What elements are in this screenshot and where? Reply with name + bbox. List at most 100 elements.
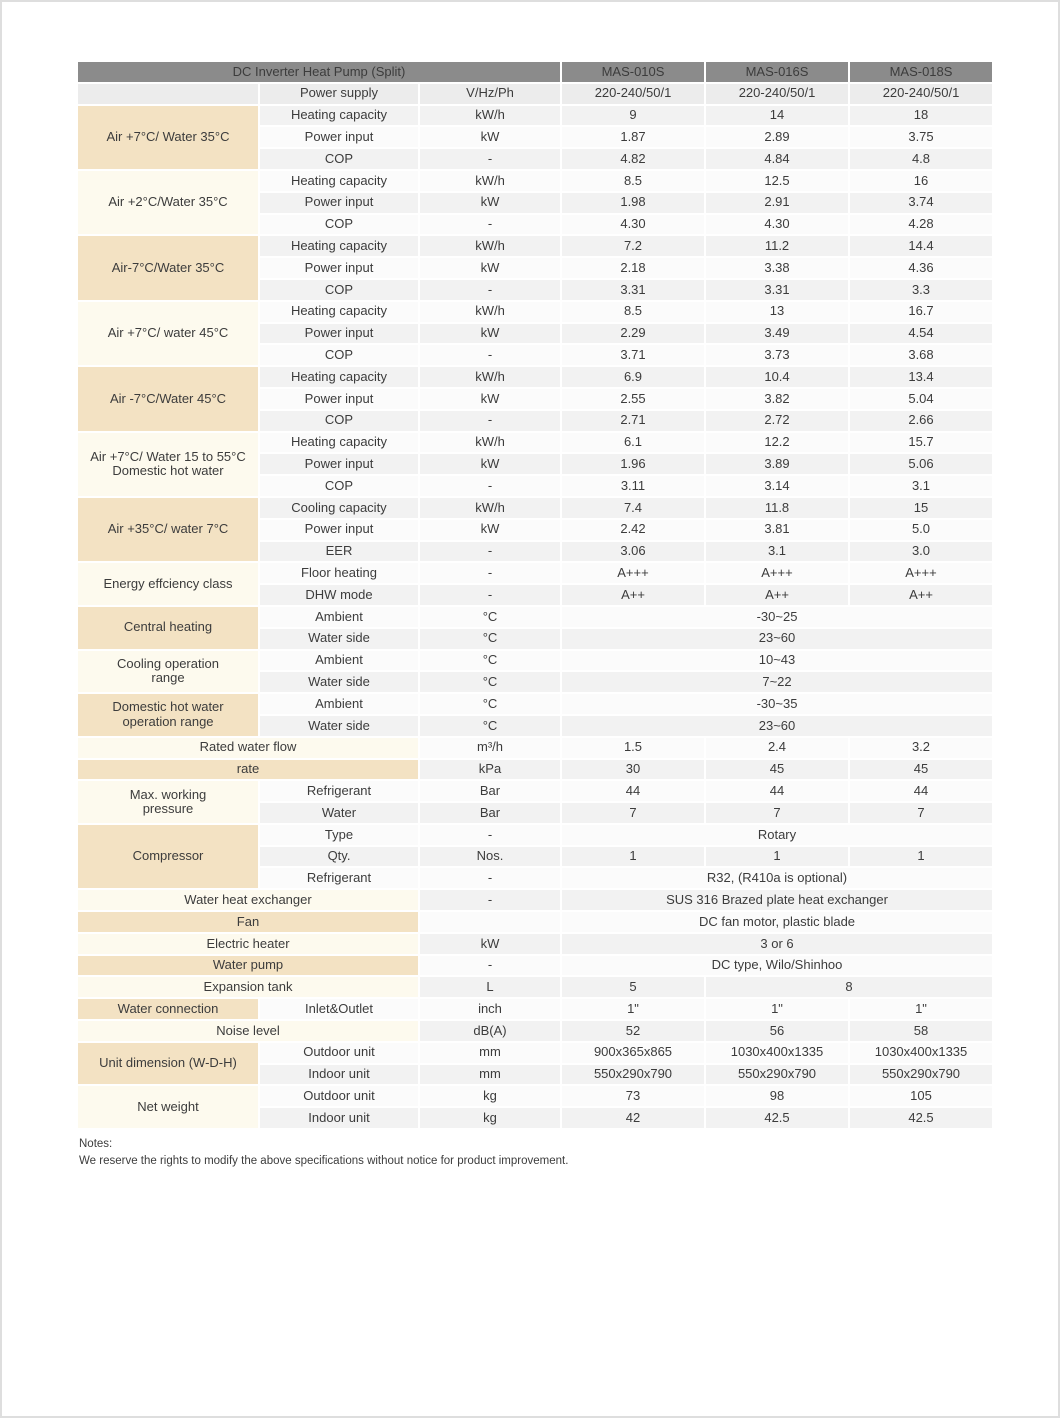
category-cell: Fan xyxy=(78,912,418,932)
value-cell: 220-240/50/1 xyxy=(850,83,992,104)
value-cell: 3.73 xyxy=(706,345,848,366)
unit-cell: kW xyxy=(420,933,560,954)
spec-table-body: Power supply V/Hz/Ph 220-240/50/1 220-240/5… xyxy=(78,83,992,1129)
spec-label-cell: Water xyxy=(260,803,418,823)
table-row: Domestic hot water operation range Ambien… xyxy=(78,694,992,736)
value-cell: Rotary xyxy=(562,824,992,845)
value-cell: 30 xyxy=(562,759,704,780)
unit-cell: °C xyxy=(420,606,560,627)
spec-label-cell: Power supply xyxy=(260,83,418,104)
value-cell: 105 xyxy=(850,1086,992,1107)
value-cell: 2.4 xyxy=(706,737,848,758)
category-cell: Air +7°C/ Water 15 to 55°C Domestic hot … xyxy=(78,432,258,496)
table-row: Power input kW 2.29 3.49 4.54 xyxy=(78,323,992,344)
unit-cell: kW/h xyxy=(420,432,560,453)
value-cell: 3.31 xyxy=(706,279,848,300)
unit-cell: - xyxy=(420,955,560,976)
unit-cell: kW/h xyxy=(420,105,560,126)
value-cell: 52 xyxy=(562,1021,704,1041)
value-cell: 12.2 xyxy=(706,432,848,453)
unit-cell: kW/h xyxy=(420,170,560,191)
table-row: Max. working pressure Refrigerant Bar 44 44 4… xyxy=(78,781,992,823)
value-cell: 2.72 xyxy=(706,410,848,431)
table-row: Air +7°C/ water 45°C Heating capacity kW/h… xyxy=(78,301,992,366)
table-row: Air-7°C/Water 35°C Heating capacity kW/h 7.… xyxy=(78,236,992,300)
value-cell: 42 xyxy=(562,1108,704,1129)
value-cell: 7.4 xyxy=(562,497,704,518)
spec-label-cell: Heating capacity xyxy=(260,236,418,257)
value-cell: DC fan motor, plastic blade xyxy=(562,912,992,932)
value-cell: 42.5 xyxy=(706,1108,848,1129)
value-cell: 10.4 xyxy=(706,367,848,387)
unit-cell: inch xyxy=(420,999,560,1020)
value-cell: 3.82 xyxy=(706,388,848,409)
unit-cell: kW xyxy=(420,127,560,148)
value-cell: 550x290x790 xyxy=(706,1064,848,1085)
unit-cell: Nos. xyxy=(420,846,560,867)
value-cell: 3.75 xyxy=(850,127,992,148)
value-cell: 58 xyxy=(850,1021,992,1041)
spec-label-cell: Indoor unit xyxy=(260,1108,418,1129)
spec-label-cell: Floor heating xyxy=(260,563,418,584)
spec-label-cell: Cooling capacity xyxy=(260,497,418,518)
unit-cell: mm xyxy=(420,1042,560,1063)
unit-cell: kW xyxy=(420,388,560,409)
table-header-row: DC Inverter Heat Pump (Split) MAS-010S M… xyxy=(78,62,992,82)
value-cell: A+++ xyxy=(850,563,992,584)
spec-label-cell: Power input xyxy=(260,388,418,409)
spec-label-cell: Power input xyxy=(260,258,418,278)
table-row: Indoor unit kg 42 42.5 42.5 xyxy=(78,1108,992,1129)
table-row: rate kPa 30 45 45 xyxy=(78,759,992,780)
value-cell: 1030x400x1335 xyxy=(706,1042,848,1063)
spec-label-cell: COP xyxy=(260,410,418,431)
spec-label-cell: Outdoor unit xyxy=(260,1086,418,1107)
table-row: COP -3.31 3.31 3.3 xyxy=(78,279,992,300)
value-cell: 3.31 xyxy=(562,279,704,300)
category-cell: Water pump xyxy=(78,955,418,976)
unit-cell: L xyxy=(420,977,560,998)
value-cell: A++ xyxy=(850,585,992,605)
category-cell: Water heat exchanger xyxy=(78,890,418,911)
value-cell: 98 xyxy=(706,1086,848,1107)
table-row: Water side °C 7~22 xyxy=(78,672,992,693)
category-cell: Noise level xyxy=(78,1021,418,1041)
unit-cell: Bar xyxy=(420,781,560,802)
category-cell: Air +35°C/ water 7°C xyxy=(78,497,258,562)
unit-cell: °C xyxy=(420,694,560,714)
value-cell: 44 xyxy=(562,781,704,802)
unit-cell: kg xyxy=(420,1108,560,1129)
table-row: Net weight Outdoor unit kg 73 98 105 xyxy=(78,1086,992,1129)
unit-cell: kW/h xyxy=(420,301,560,322)
spec-label-cell: Power input xyxy=(260,454,418,475)
value-cell: 23~60 xyxy=(562,628,992,649)
table-row: Power input kW 1.87 2.89 3.75 xyxy=(78,127,992,148)
unit-cell: - xyxy=(420,868,560,889)
category-cell: Air-7°C/Water 35°C xyxy=(78,236,258,300)
value-cell: A++ xyxy=(706,585,848,605)
value-cell: SUS 316 Brazed plate heat exchanger xyxy=(562,890,992,911)
spec-label-cell: Water side xyxy=(260,715,418,736)
value-cell: 10~43 xyxy=(562,650,992,671)
table-row: Air +35°C/ water 7°C Cooling capacity kW/h… xyxy=(78,497,992,562)
category-cell: Air +2°C/Water 35°C xyxy=(78,170,258,235)
value-cell: 13 xyxy=(706,301,848,322)
unit-cell: °C xyxy=(420,672,560,693)
spec-label-cell: Heating capacity xyxy=(260,170,418,191)
value-cell: 56 xyxy=(706,1021,848,1041)
unit-cell: kW xyxy=(420,454,560,475)
value-cell: 15 xyxy=(850,497,992,518)
value-cell: DC type, Wilo/Shinhoo xyxy=(562,955,992,976)
spec-label-cell: Ambient xyxy=(260,694,418,714)
value-cell: 2.55 xyxy=(562,388,704,409)
table-row: Power input kW 1.98 2.91 3.74 xyxy=(78,192,992,213)
value-cell: 2.66 xyxy=(850,410,992,431)
value-cell: 550x290x790 xyxy=(562,1064,704,1085)
unit-cell: - xyxy=(420,279,560,300)
spec-label-cell: DHW mode xyxy=(260,585,418,605)
value-cell: A++ xyxy=(562,585,704,605)
value-cell: 6.1 xyxy=(562,432,704,453)
spec-label-cell: Outdoor unit xyxy=(260,1042,418,1063)
value-cell: 12.5 xyxy=(706,170,848,191)
value-cell: 4.36 xyxy=(850,258,992,278)
table-row: EER -3.06 3.1 3.0 xyxy=(78,541,992,562)
